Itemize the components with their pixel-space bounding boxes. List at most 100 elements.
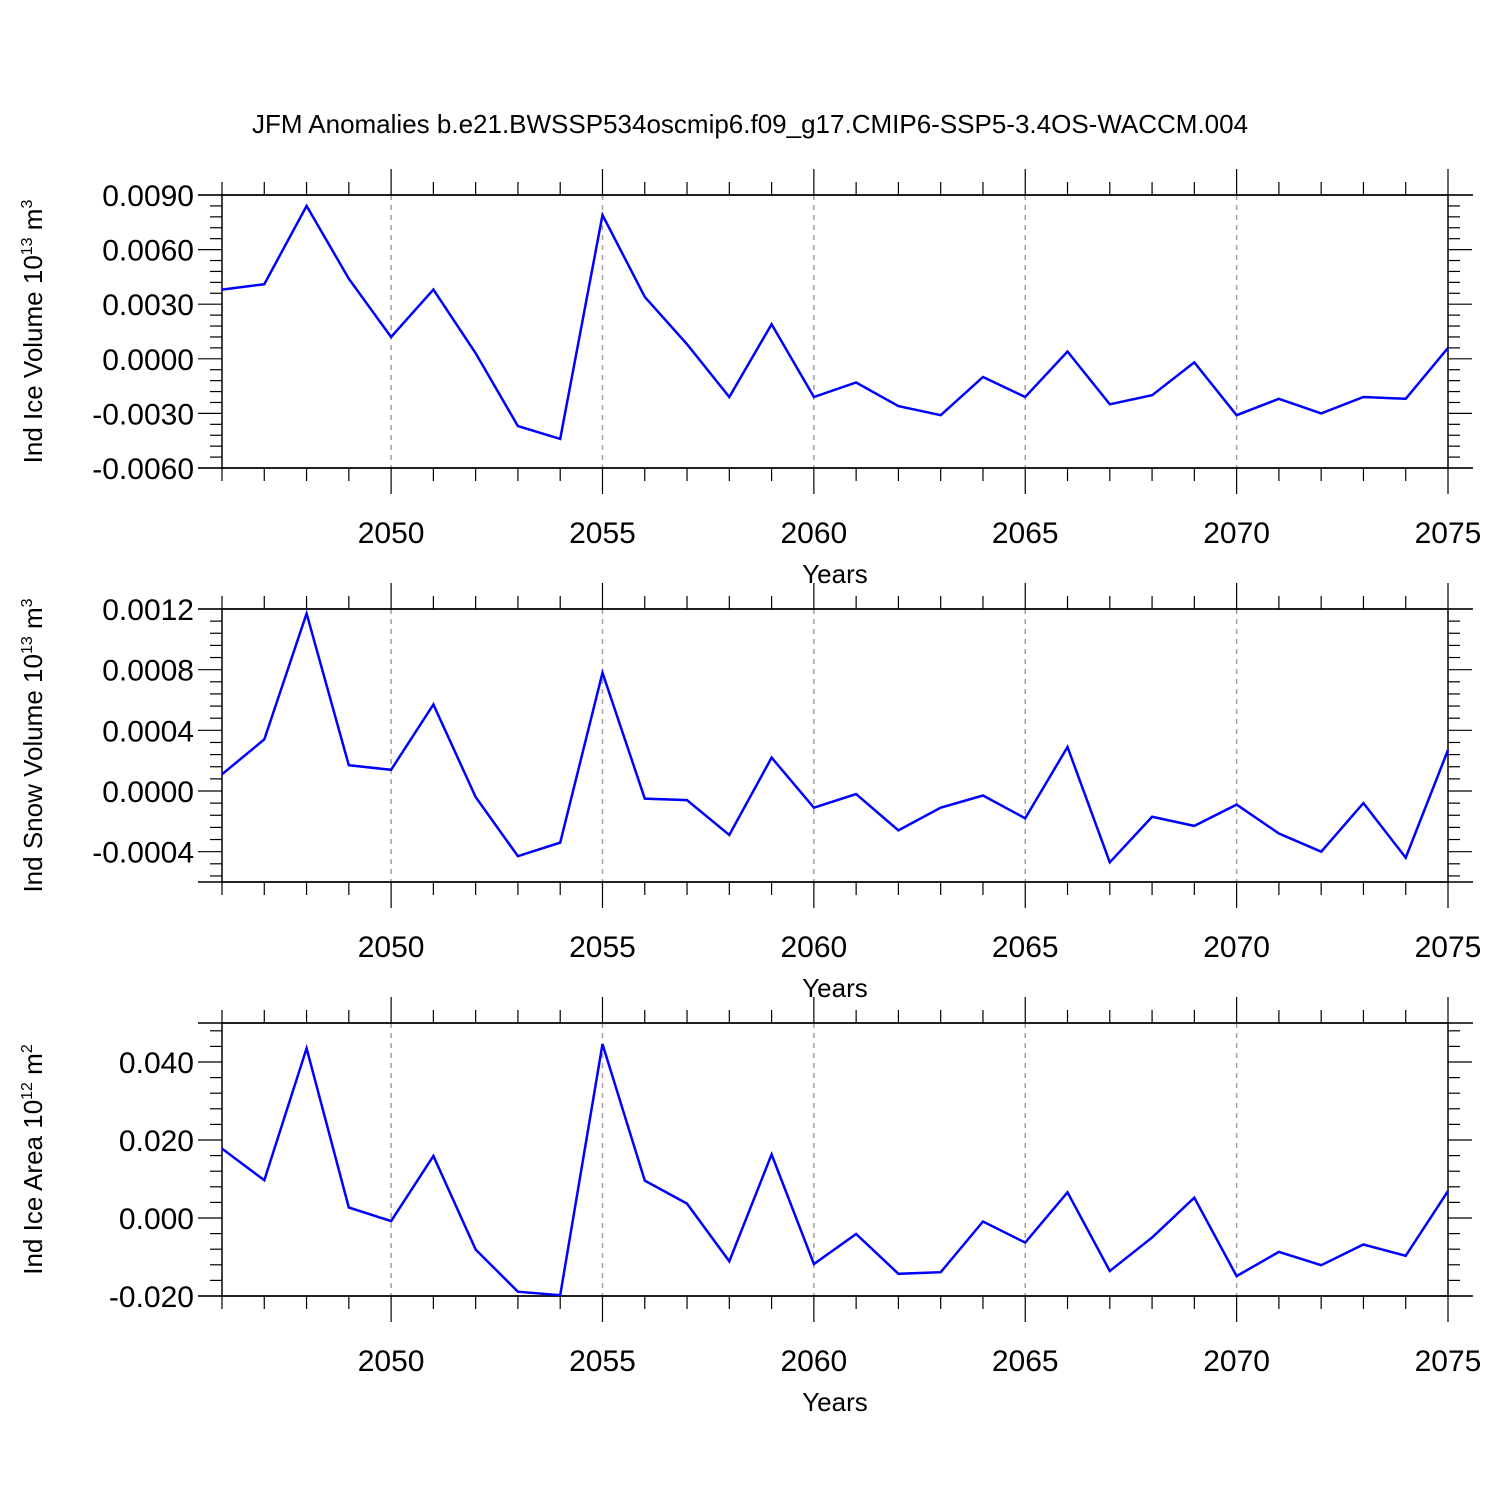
x-tick-label: 2055 <box>569 517 636 550</box>
data-point <box>1235 413 1239 417</box>
data-point <box>1446 346 1450 350</box>
data-point <box>431 288 435 292</box>
data-point <box>1066 1190 1070 1194</box>
data-point <box>1023 1241 1027 1245</box>
y-tick-label: 0.0000 <box>102 344 194 377</box>
y-axis-title-exponent: 2 <box>19 1044 36 1053</box>
data-point <box>347 1205 351 1209</box>
data-point <box>1404 397 1408 401</box>
x-tick-label: 2075 <box>1415 1345 1482 1378</box>
data-point <box>1277 831 1281 835</box>
data-point <box>347 763 351 767</box>
y-axis-title: Ind Snow Volume 1013 m3 <box>18 598 48 892</box>
data-point <box>558 1293 562 1297</box>
y-tick-label: 0.0060 <box>102 235 194 268</box>
y-tick-label: 0.0090 <box>102 180 194 213</box>
y-axis-title-text: m <box>18 209 48 238</box>
x-tick-label: 2070 <box>1203 931 1270 964</box>
x-tick-label: 2070 <box>1203 517 1270 550</box>
data-point <box>1446 748 1450 752</box>
y-tick-label: 0.000 <box>119 1203 194 1236</box>
x-axis-title: Years <box>802 1387 868 1417</box>
data-point <box>558 841 562 845</box>
x-tick-label: 2070 <box>1203 1345 1270 1378</box>
y-tick-label: -0.0030 <box>92 398 194 431</box>
data-point <box>1108 860 1112 864</box>
data-point <box>770 322 774 326</box>
x-tick-label: 2060 <box>780 931 847 964</box>
data-point <box>643 295 647 299</box>
x-axis-title: Years <box>802 559 868 589</box>
y-tick-label: -0.020 <box>109 1281 194 1314</box>
series-line-ice-area <box>221 1043 1450 1297</box>
y-tick-label: 0.0008 <box>102 655 194 688</box>
data-point <box>305 204 309 208</box>
x-tick-label: 2060 <box>780 1345 847 1378</box>
x-tick-label: 2065 <box>992 1345 1059 1378</box>
data-point <box>896 1272 900 1276</box>
data-point <box>220 1147 224 1151</box>
data-point <box>474 1248 478 1252</box>
figure-title: JFM Anomalies b.e21.BWSSP534oscmip6.f09_… <box>252 109 1248 139</box>
panel-ice-area: -0.020 0.000 0.020 0.040 2050 2055 2060 2065 207… <box>18 997 1481 1417</box>
data-point <box>1023 395 1027 399</box>
data-point <box>1277 397 1281 401</box>
x-tick-label: 2060 <box>780 517 847 550</box>
data-point <box>262 282 266 286</box>
data-point <box>1361 801 1365 805</box>
data-point <box>389 335 393 339</box>
x-tick-label: 2055 <box>569 931 636 964</box>
y-axis-title-text: Ind Ice Area 10 <box>18 1100 48 1275</box>
data-point <box>1066 745 1070 749</box>
y-tick-label: 0.020 <box>119 1125 194 1158</box>
data-point <box>1066 350 1070 354</box>
y-axis-title-text: Ind Ice Volume 10 <box>18 255 48 463</box>
data-point <box>981 794 985 798</box>
data-point <box>558 437 562 441</box>
data-point <box>685 342 689 346</box>
plot-frame <box>221 1022 1449 1297</box>
x-tick-label: 2050 <box>358 931 425 964</box>
data-point <box>389 1219 393 1223</box>
data-point <box>854 1232 858 1236</box>
data-point <box>727 395 731 399</box>
y-tick-label: 0.0012 <box>102 594 194 627</box>
data-point <box>812 1262 816 1266</box>
data-point <box>727 1259 731 1263</box>
data-point <box>220 772 224 776</box>
data-point <box>939 1270 943 1274</box>
data-point <box>1108 1269 1112 1273</box>
y-axis-title-exponent: 13 <box>19 237 36 255</box>
y-tick-label: 0.0030 <box>102 289 194 322</box>
series-line-snow-volume <box>221 609 1450 865</box>
data-point <box>1192 360 1196 364</box>
data-point <box>1235 803 1239 807</box>
x-tick-label: 2055 <box>569 1345 636 1378</box>
x-tick-label: 2075 <box>1415 931 1482 964</box>
data-point <box>516 1290 520 1294</box>
data-point <box>347 277 351 281</box>
x-tick-label: 2065 <box>992 517 1059 550</box>
data-point <box>685 1202 689 1206</box>
y-axis-title: Ind Ice Volume 1013 m3 <box>18 200 48 464</box>
data-point <box>1319 850 1323 854</box>
y-axis-title-exponent: 3 <box>19 598 36 607</box>
y-tick-label: -0.0060 <box>92 453 194 486</box>
x-tick-label: 2050 <box>358 517 425 550</box>
data-point <box>474 795 478 799</box>
y-tick-label: -0.0004 <box>92 837 194 870</box>
series-line-ice-volume <box>221 203 1449 441</box>
y-tick-label: 0.040 <box>119 1047 194 1080</box>
data-point <box>474 351 478 355</box>
data-point <box>1150 393 1154 397</box>
data-point <box>600 1042 604 1046</box>
data-point <box>1319 1263 1323 1267</box>
data-point <box>1150 815 1154 819</box>
data-point <box>305 612 309 616</box>
panel-ice-volume: -0.0060 -0.0030 0.0000 0.0030 0.0060 0.0090 20… <box>18 169 1481 589</box>
data-point <box>220 288 224 292</box>
data-point <box>1404 1254 1408 1258</box>
data-point <box>1023 816 1027 820</box>
y-axis-title-exponent: 12 <box>19 1082 36 1100</box>
